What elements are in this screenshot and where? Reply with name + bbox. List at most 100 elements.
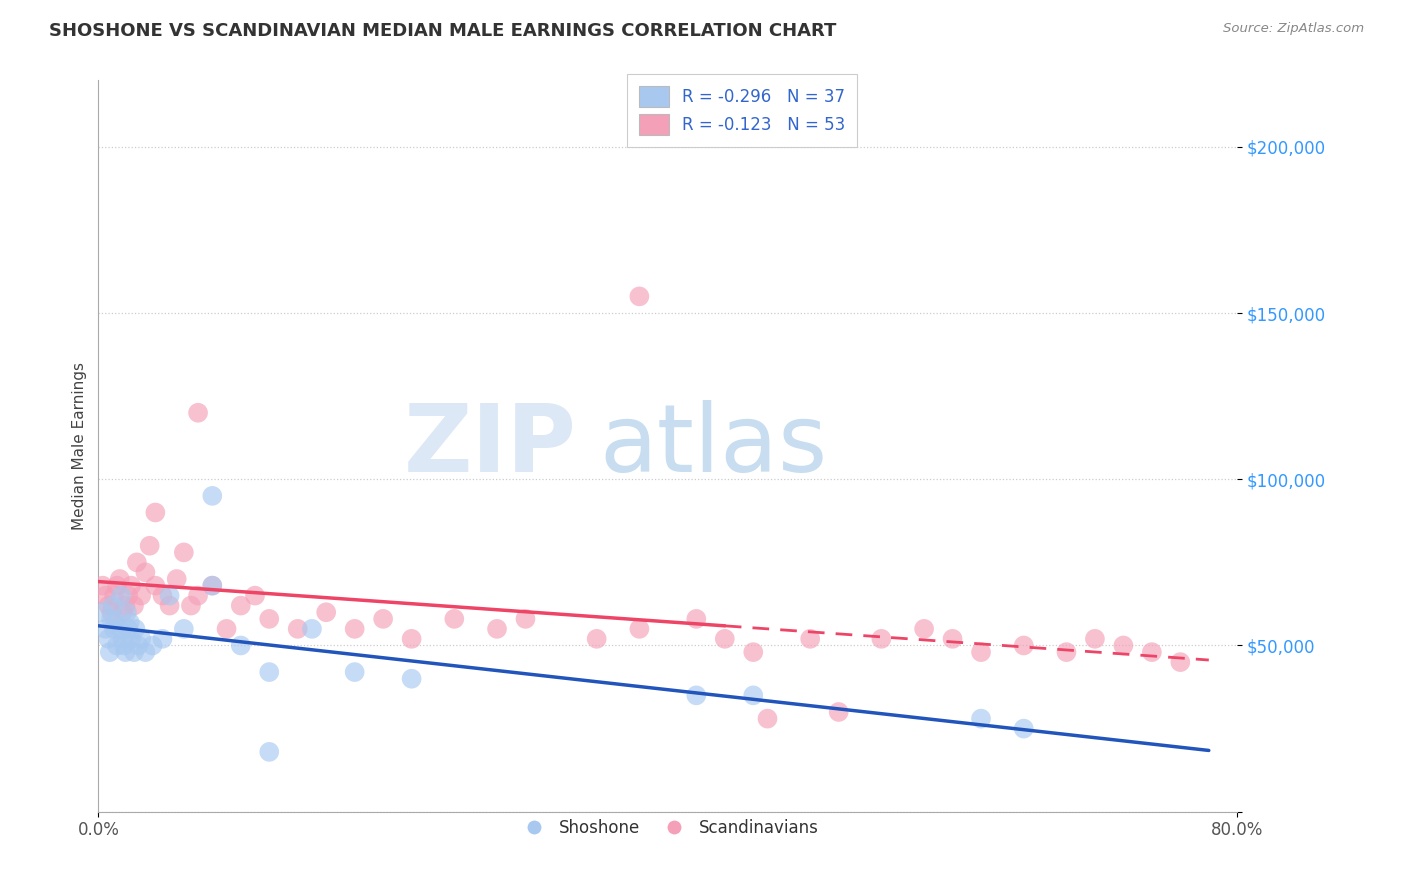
Point (129, 589, 152, 603)
Text: Source: ZipAtlas.com: Source: ZipAtlas.com (1223, 22, 1364, 36)
Point (91, 605, 114, 619)
Text: SHOSHONE VS SCANDINAVIAN MEDIAN MALE EARNINGS CORRELATION CHART: SHOSHONE VS SCANDINAVIAN MEDIAN MALE EAR… (49, 22, 837, 40)
Point (287, 622, 309, 636)
Point (108, 572, 131, 586)
Point (120, 632, 142, 646)
Point (187, 406, 209, 420)
Point (173, 545, 195, 559)
Point (122, 645, 145, 659)
Point (828, 705, 851, 719)
Point (259, 745, 281, 759)
Point (259, 612, 281, 626)
Point (229, 599, 252, 613)
Point (159, 599, 181, 613)
Point (115, 605, 138, 619)
Point (742, 689, 765, 703)
Point (756, 712, 779, 726)
Point (145, 579, 167, 593)
Point (486, 622, 509, 636)
Point (141, 639, 163, 653)
Point (111, 632, 134, 646)
Point (112, 639, 135, 653)
Point (104, 615, 127, 630)
Point (134, 645, 156, 659)
Point (259, 665, 281, 679)
Point (166, 572, 188, 586)
Point (103, 622, 125, 636)
Point (105, 579, 128, 593)
Point (129, 632, 152, 646)
Point (443, 612, 465, 626)
Point (97, 599, 120, 613)
Point (101, 599, 124, 613)
Point (127, 639, 149, 653)
Point (201, 489, 224, 503)
Point (159, 589, 181, 603)
Point (215, 622, 238, 636)
Point (515, 612, 537, 626)
Point (98, 645, 121, 659)
Point (111, 605, 134, 619)
Point (1012, 639, 1035, 653)
Point (122, 599, 145, 613)
Point (152, 589, 174, 603)
Point (315, 605, 337, 619)
Point (91, 579, 114, 593)
Point (243, 589, 266, 603)
Point (742, 645, 765, 659)
Point (201, 579, 224, 593)
Point (97, 632, 120, 646)
Point (401, 672, 423, 686)
Point (180, 599, 202, 613)
Point (117, 622, 139, 636)
Point (145, 506, 167, 520)
Point (912, 622, 935, 636)
Point (173, 622, 195, 636)
Point (685, 612, 707, 626)
Point (108, 622, 131, 636)
Point (373, 612, 395, 626)
Point (1084, 632, 1107, 646)
Point (970, 712, 993, 726)
Point (94, 589, 117, 603)
Point (134, 566, 156, 580)
Point (1012, 722, 1035, 736)
Point (120, 579, 142, 593)
Point (628, 289, 651, 303)
Point (970, 645, 993, 659)
Point (100, 612, 122, 626)
Point (1112, 639, 1135, 653)
Point (152, 632, 174, 646)
Point (685, 689, 707, 703)
Y-axis label: Median Male Earnings: Median Male Earnings (72, 362, 87, 530)
Point (124, 622, 146, 636)
Point (229, 639, 252, 653)
Point (100, 605, 122, 619)
Text: ZIP: ZIP (404, 400, 576, 492)
Text: atlas: atlas (599, 400, 828, 492)
Point (105, 639, 128, 653)
Point (714, 632, 737, 646)
Point (401, 632, 423, 646)
Point (628, 622, 651, 636)
Point (103, 589, 125, 603)
Point (870, 632, 893, 646)
Point (118, 615, 141, 630)
Point (110, 589, 132, 603)
Legend: Shoshone, Scandinavians: Shoshone, Scandinavians (510, 813, 825, 844)
Point (201, 579, 224, 593)
Point (799, 632, 821, 646)
Point (1170, 655, 1192, 669)
Point (114, 599, 136, 613)
Point (125, 555, 148, 569)
Point (1056, 645, 1078, 659)
Point (942, 632, 965, 646)
Point (585, 632, 607, 646)
Point (117, 589, 139, 603)
Point (1140, 645, 1163, 659)
Point (343, 622, 366, 636)
Point (301, 622, 323, 636)
Point (343, 665, 366, 679)
Point (94, 622, 117, 636)
Point (138, 539, 160, 553)
